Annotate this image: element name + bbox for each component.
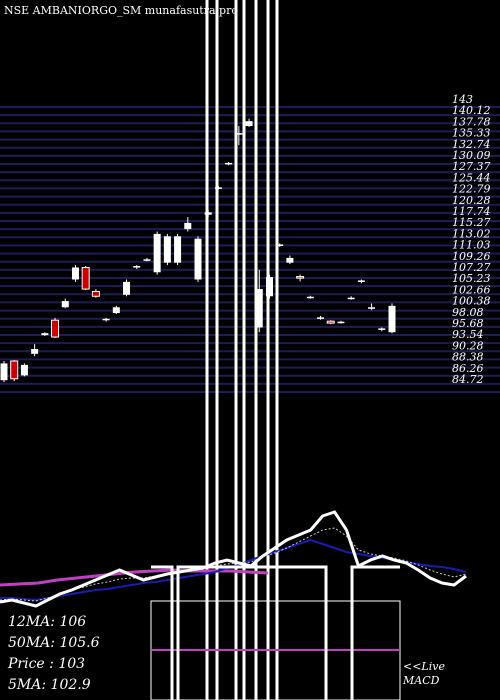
candle-body — [306, 296, 314, 299]
candle-body — [296, 276, 305, 279]
candle-body — [184, 222, 192, 230]
candle-body — [276, 244, 284, 246]
price-tick-label: 115.27 — [452, 216, 491, 229]
price-tick-label: 120.28 — [452, 194, 491, 207]
candle-body — [112, 307, 120, 314]
stat-separator: : — [50, 614, 55, 630]
price-tick-label: 125.44 — [452, 171, 491, 184]
price-tick-label: 132.74 — [452, 138, 491, 151]
price-tick-label: 130.09 — [452, 149, 491, 162]
price-tick-label: 135.33 — [452, 127, 491, 140]
stat-separator: : — [50, 635, 55, 651]
candle-body — [0, 363, 8, 381]
candle-body — [194, 238, 202, 280]
price-tick-label: 84.72 — [452, 373, 484, 386]
candle-body — [378, 328, 386, 330]
candle-body — [81, 266, 90, 290]
stat-price: Price : 103 — [8, 656, 85, 672]
stat-50ma: 50MA: 105.6 — [8, 635, 100, 651]
macd-histogram — [151, 565, 400, 700]
candle-body — [71, 267, 79, 280]
price-tick-label: 88.38 — [452, 351, 484, 364]
candle-body — [255, 289, 263, 328]
price-tick-label: 98.08 — [452, 306, 484, 319]
candle-body — [347, 297, 355, 300]
price-tick-label: 127.37 — [452, 160, 491, 173]
price-grid — [0, 106, 500, 393]
stat-label: 12MA — [8, 614, 51, 630]
candle-body — [174, 236, 182, 263]
candle-body — [337, 321, 345, 324]
candle-body — [31, 349, 39, 354]
price-tick-label: 86.26 — [452, 362, 484, 375]
ma-magenta-line — [0, 568, 269, 587]
candle-body — [235, 133, 243, 135]
candle-body — [153, 233, 161, 273]
candle-body — [102, 318, 110, 321]
price-tick-label: 111.03 — [452, 239, 491, 252]
candle-body — [143, 259, 151, 261]
stat-label: 5MA — [8, 677, 42, 693]
stat-value: 102.9 — [50, 677, 91, 693]
price-tick-label: 107.27 — [452, 261, 491, 274]
price-tick-label: 105.23 — [452, 272, 491, 285]
stat-label: Price — [8, 656, 45, 672]
stat-value: 106 — [59, 614, 87, 630]
stat-value: 103 — [58, 656, 86, 672]
price-tick-label: 93.54 — [452, 328, 484, 341]
candle-body — [123, 281, 131, 295]
candle-body — [91, 290, 100, 297]
stat-value: 105.6 — [59, 635, 100, 651]
price-tick-label: 137.78 — [452, 115, 491, 128]
candle-body — [10, 360, 19, 380]
price-tick-label: 109.26 — [452, 250, 491, 263]
macd-label: MACD — [403, 674, 440, 687]
price-tick-label: 90.28 — [452, 339, 484, 352]
price-tick-label: 122.79 — [452, 183, 491, 196]
chart-title: NSE AMBANIORGO_SM munafasutra.pro — [4, 4, 238, 17]
stat-label: 50MA — [8, 635, 51, 651]
price-tick-label: 140.12 — [452, 104, 491, 117]
candle-body — [357, 280, 365, 282]
stat-separator: : — [41, 677, 47, 693]
candle-body — [326, 320, 335, 324]
candle-body — [133, 266, 141, 268]
stat-5ma: 5MA: 102.9 — [8, 677, 91, 693]
candle-body — [388, 305, 396, 333]
price-tick-label: 102.66 — [452, 283, 491, 296]
candle-body — [245, 121, 253, 126]
ma-white-line — [0, 510, 467, 608]
spike-lines — [205, 0, 279, 700]
candle-body — [41, 333, 49, 336]
price-axis: 143140.12137.78135.33132.74130.09127.371… — [452, 93, 491, 386]
candle-body — [51, 319, 60, 338]
price-tick-label: 113.02 — [452, 227, 491, 240]
macd-live-label: <<Live — [403, 660, 445, 673]
candle-body — [20, 364, 28, 376]
price-tick-label: 95.68 — [452, 317, 484, 330]
stat-separator: : — [44, 656, 54, 672]
price-tick-label: 117.74 — [452, 205, 491, 218]
candle-body — [61, 301, 69, 308]
candle-body — [163, 236, 171, 263]
price-tick-label: 100.38 — [452, 295, 491, 308]
candle-body — [286, 257, 294, 263]
candle-body — [368, 307, 376, 309]
macd-panel — [150, 565, 401, 700]
candle-body — [317, 317, 325, 319]
stat-12ma: 12MA: 106 — [8, 614, 86, 630]
candle-body — [225, 162, 233, 165]
price-tick-label: 143 — [452, 93, 473, 106]
